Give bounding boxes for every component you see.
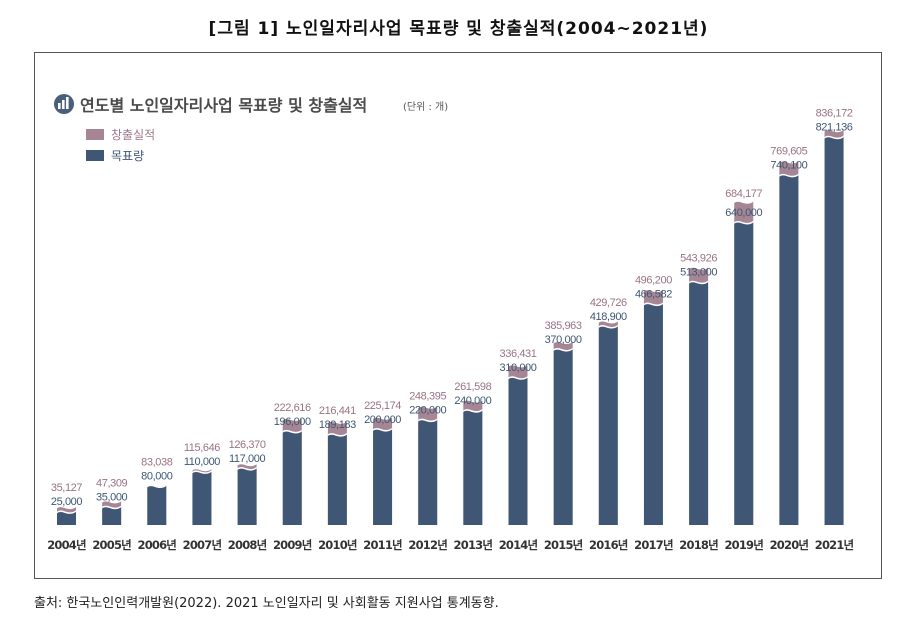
bar-target-4 <box>237 468 257 525</box>
bar-target-11 <box>553 349 573 525</box>
data-label-target-15: 640,000 <box>725 207 762 219</box>
data-label-actual-0: 35,127 <box>51 482 83 494</box>
data-label-actual-8: 248,395 <box>409 390 446 402</box>
data-label-actual-14: 543,926 <box>680 253 717 265</box>
data-label-target-8: 220,000 <box>409 404 446 416</box>
bar-target-12 <box>598 326 618 525</box>
x-tick-label-14: 2018년 <box>679 538 718 552</box>
chart-unit-label: (단위 : 개) <box>403 100 448 113</box>
x-tick-label-13: 2017년 <box>634 538 673 552</box>
data-label-actual-16: 769,605 <box>770 146 807 158</box>
data-label-target-13: 466,582 <box>635 288 672 300</box>
x-tick-label-11: 2015년 <box>544 538 583 552</box>
bar-target-8 <box>418 420 438 525</box>
bar-target-0 <box>57 511 76 525</box>
x-tick-label-12: 2016년 <box>589 538 628 552</box>
bar-target-13 <box>643 304 663 525</box>
x-tick-label-1: 2005년 <box>92 538 131 552</box>
data-label-target-0: 25,000 <box>51 496 83 508</box>
data-label-actual-6: 216,441 <box>319 405 356 417</box>
data-label-actual-13: 496,200 <box>635 274 672 286</box>
x-tick-label-0: 2004년 <box>47 538 86 552</box>
data-label-actual-11: 385,963 <box>545 320 582 332</box>
data-label-target-4: 117,000 <box>229 453 265 465</box>
data-label-actual-2: 83,038 <box>141 456 173 468</box>
bar-target-5 <box>282 431 302 525</box>
chart-svg: 연도별 노인일자리사업 목표량 및 창출실적 (단위 : 개) 창출실적 목표량… <box>47 94 854 552</box>
figure-title: [그림 1] 노인일자리사업 목표량 및 창출실적(2004~2021년) <box>208 19 709 39</box>
data-label-target-3: 110,000 <box>184 456 220 468</box>
x-tick-label-15: 2019년 <box>724 538 763 552</box>
bar-target-16 <box>779 175 799 525</box>
x-tick-label-6: 2010년 <box>318 538 357 552</box>
figure-source: 출처: 한국노인인력개발원(2022). 2021 노인일자리 및 사회활동 지… <box>34 596 499 611</box>
legend-swatch-target <box>86 150 104 161</box>
data-label-target-9: 240,000 <box>454 395 491 407</box>
legend-label-actual: 창출실적 <box>111 128 155 142</box>
x-tick-label-3: 2007년 <box>183 538 222 552</box>
data-label-target-11: 370,000 <box>545 334 582 346</box>
chart-frame: 연도별 노인일자리사업 목표량 및 창출실적 (단위 : 개) 창출실적 목표량… <box>34 52 882 579</box>
data-label-target-1: 35,000 <box>96 492 128 504</box>
x-tick-label-4: 2008년 <box>228 538 267 552</box>
data-label-target-5: 196,000 <box>274 416 311 428</box>
bar-target-3 <box>192 471 212 525</box>
data-label-actual-17: 836,172 <box>816 108 853 120</box>
bar-target-7 <box>373 429 393 525</box>
x-tick-label-7: 2011년 <box>363 538 402 552</box>
data-label-target-2: 80,000 <box>141 470 173 482</box>
data-label-target-14: 513,000 <box>680 267 717 279</box>
data-label-actual-3: 115,646 <box>184 442 220 454</box>
data-label-actual-7: 225,174 <box>364 400 401 412</box>
x-tick-label-9: 2013년 <box>454 538 493 552</box>
x-tick-label-5: 2009년 <box>273 538 312 552</box>
x-tick-label-10: 2014년 <box>499 538 538 552</box>
bar-target-1 <box>102 507 122 525</box>
bar-target-14 <box>689 282 709 525</box>
bar-target-2 <box>147 486 167 525</box>
data-label-target-17: 821,136 <box>816 122 853 134</box>
data-label-actual-12: 429,726 <box>590 297 627 309</box>
bar-target-15 <box>734 222 754 525</box>
x-tick-label-2: 2006년 <box>138 538 177 552</box>
data-label-target-10: 310,000 <box>500 362 537 374</box>
bar-target-6 <box>327 434 347 525</box>
bar-target-9 <box>463 410 483 525</box>
data-label-actual-15: 684,177 <box>725 188 762 200</box>
data-label-target-7: 200,000 <box>364 414 401 426</box>
bar-chart-icon <box>54 94 74 114</box>
data-label-target-12: 418,900 <box>590 311 627 323</box>
bar-target-17 <box>824 137 844 525</box>
chart-title: 연도별 노인일자리사업 목표량 및 창출실적 <box>80 96 367 115</box>
x-tick-label-17: 2021년 <box>815 538 854 552</box>
x-tick-label-16: 2020년 <box>770 538 809 552</box>
bar-target-10 <box>508 377 528 525</box>
x-tick-label-8: 2012년 <box>408 538 447 552</box>
data-label-actual-5: 222,616 <box>274 402 311 414</box>
data-label-actual-1: 47,309 <box>96 478 128 490</box>
data-label-actual-9: 261,598 <box>454 381 491 393</box>
legend-label-target: 목표량 <box>111 149 144 163</box>
legend-swatch-actual <box>86 129 104 140</box>
data-label-target-6: 189,183 <box>319 419 356 431</box>
bars-layer: 25,000 35,127 2004년 35,000 47,309 2005년 80,000… <box>47 108 854 552</box>
data-label-target-16: 740,100 <box>770 160 807 172</box>
data-label-actual-10: 336,431 <box>500 348 537 360</box>
data-label-actual-4: 126,370 <box>229 439 266 451</box>
